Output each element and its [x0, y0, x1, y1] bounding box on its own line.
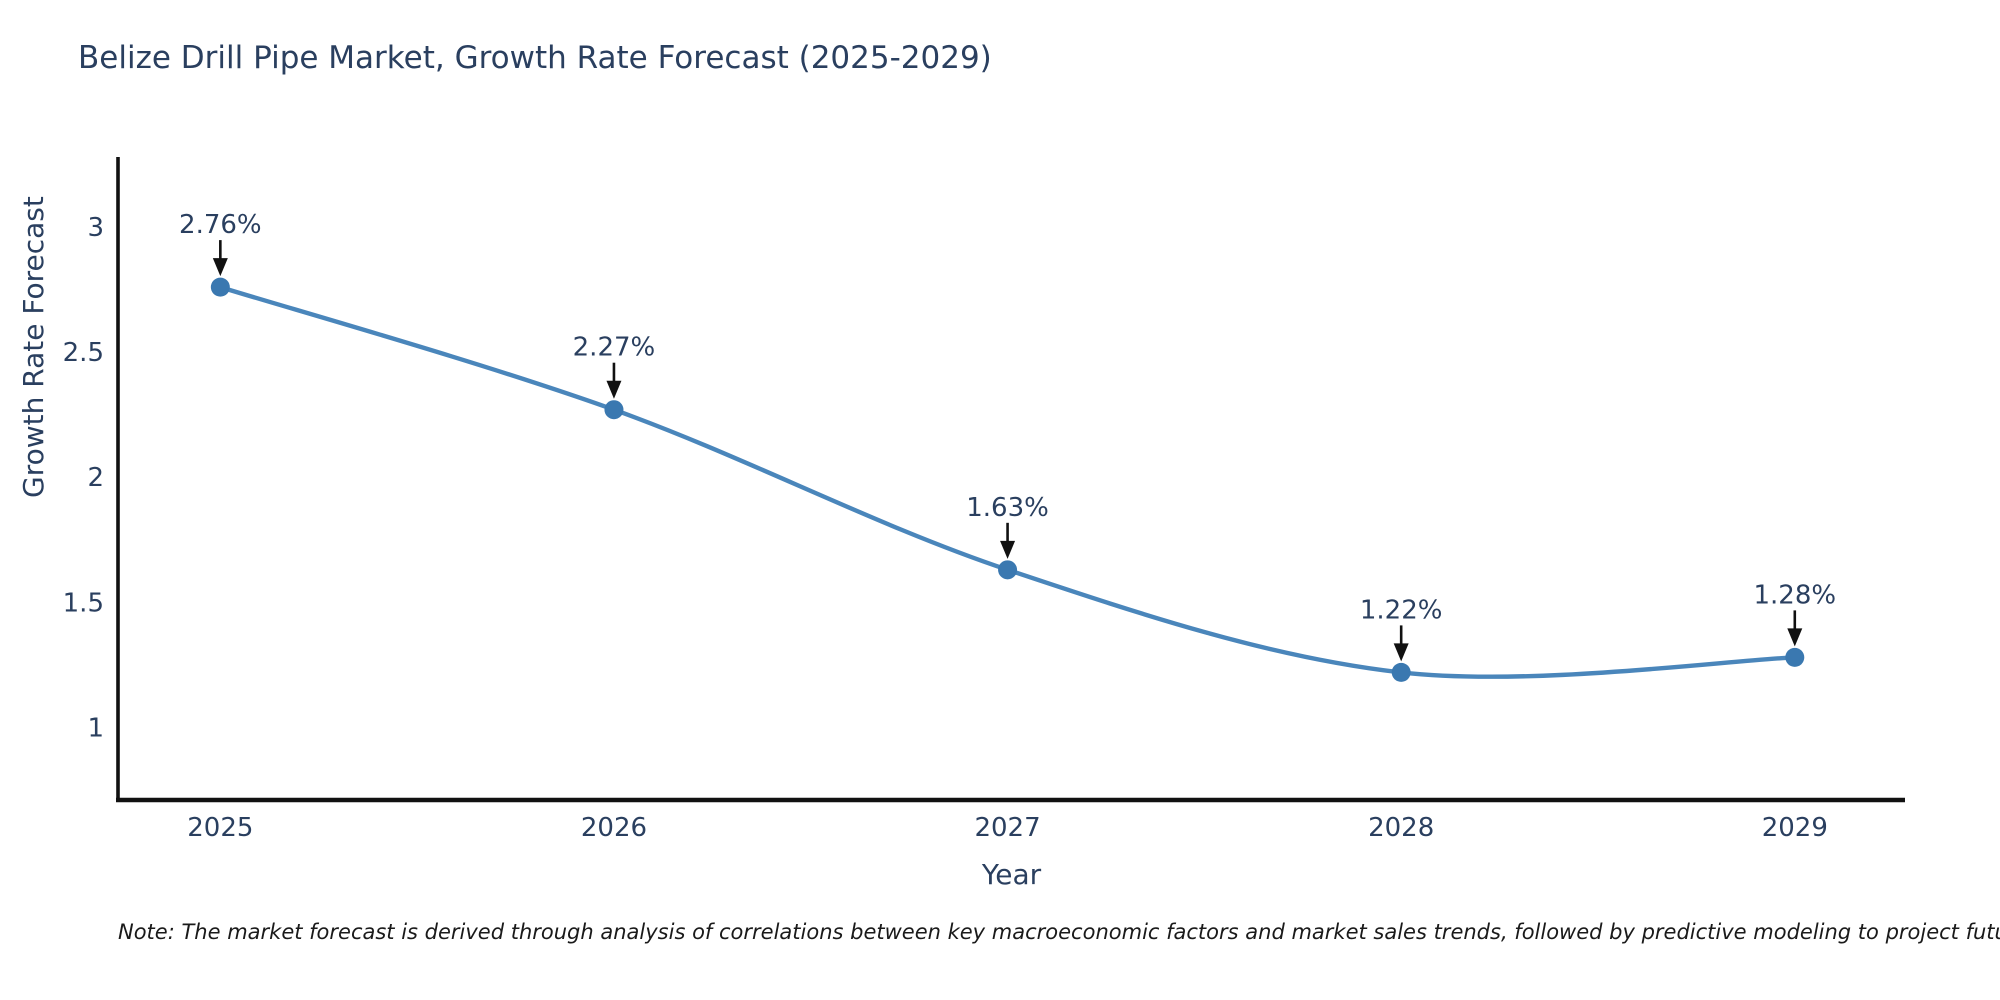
data-point[interactable] — [210, 277, 230, 297]
annotation-arrowhead — [606, 380, 622, 399]
x-tick-label: 2026 — [581, 813, 647, 843]
point-annotation: 1.22% — [1360, 595, 1443, 625]
x-tick-label: 2027 — [974, 813, 1040, 843]
annotation-arrowhead — [212, 258, 228, 277]
annotation-arrowhead — [1000, 540, 1016, 559]
y-tick-label: 2 — [87, 463, 104, 493]
y-tick-label: 1.5 — [63, 588, 104, 618]
x-axis-title: Year — [981, 858, 1042, 891]
point-annotation: 1.28% — [1753, 580, 1836, 610]
point-annotation: 2.27% — [573, 333, 656, 363]
series-line — [218, 284, 1797, 679]
x-tick-label: 2029 — [1762, 813, 1828, 843]
data-point[interactable] — [998, 560, 1018, 580]
point-annotation: 2.76% — [179, 210, 262, 240]
chart-title: Belize Drill Pipe Market, Growth Rate Fo… — [78, 40, 992, 76]
x-tick-label: 2025 — [187, 813, 253, 843]
data-point[interactable] — [1391, 662, 1411, 682]
y-tick-label: 2.5 — [63, 338, 104, 368]
y-tick-label: 1 — [87, 713, 104, 743]
data-point[interactable] — [604, 400, 624, 420]
point-annotation: 1.63% — [966, 493, 1049, 523]
y-tick-label: 3 — [87, 213, 104, 243]
annotation-arrowhead — [1787, 628, 1803, 647]
annotation-arrowhead — [1393, 643, 1409, 662]
x-tick-label: 2028 — [1368, 813, 1434, 843]
data-point[interactable] — [1785, 647, 1805, 667]
footnote: Note: The market forecast is derived thr… — [118, 920, 2000, 944]
